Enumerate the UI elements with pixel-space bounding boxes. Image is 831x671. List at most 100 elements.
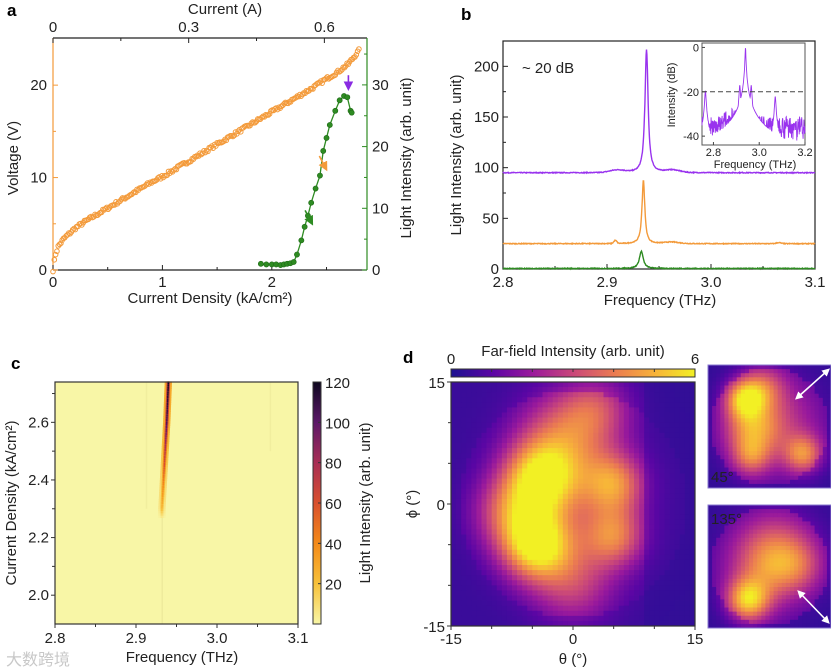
heatmap-cell — [532, 432, 538, 439]
heatmap-cell — [634, 493, 640, 500]
heatmap-cell — [583, 534, 589, 540]
heatmap-cell — [708, 397, 713, 403]
heatmap-cell — [552, 534, 559, 540]
heatmap-cell — [728, 611, 733, 617]
heatmap-cell — [512, 524, 518, 530]
heatmap-cell — [451, 402, 457, 408]
heatmap-cell — [583, 498, 589, 505]
heatmap-cell — [486, 432, 493, 439]
heatmap-cell — [608, 437, 615, 444]
heatmap-cell — [736, 607, 742, 612]
heatmap-cell — [724, 369, 729, 374]
heatmap-cell — [802, 459, 807, 464]
heatmap-cell — [613, 437, 620, 444]
heatmap-cell — [481, 544, 487, 551]
colorbar-tick-label: 120 — [325, 375, 350, 392]
heatmap-cell — [471, 498, 477, 505]
heatmap-cell — [736, 505, 742, 510]
heatmap-cell — [481, 565, 487, 571]
heatmap-cell — [491, 488, 498, 495]
heatmap-cell — [628, 595, 635, 601]
heatmap-cell — [537, 427, 543, 434]
heatmap-cell — [522, 504, 528, 510]
heatmap-cell — [552, 610, 559, 617]
heatmap-cell — [753, 438, 758, 444]
heatmap-cell — [562, 615, 569, 622]
heatmap-cell — [527, 468, 533, 474]
heatmap-cell — [649, 519, 655, 525]
heatmap-cell — [749, 397, 754, 403]
heatmap-cell — [522, 392, 528, 398]
heatmap-cell — [716, 447, 721, 452]
voltage-point — [144, 180, 151, 186]
heatmap-cell — [728, 442, 733, 448]
heatmap-cell — [806, 623, 811, 629]
heatmap-cell — [578, 422, 584, 429]
heatmap-cell — [669, 407, 676, 413]
heatmap-cell — [161, 501, 163, 505]
heatmap-cell — [810, 582, 815, 588]
heatmap-cell — [777, 587, 783, 592]
heatmap-cell — [794, 426, 799, 431]
heatmap-cell — [644, 585, 650, 591]
heatmap-cell — [486, 392, 493, 398]
heatmap-cell — [649, 382, 655, 388]
heatmap-cell — [542, 448, 548, 454]
heatmap-cell — [679, 382, 686, 388]
heatmap-cell — [634, 437, 640, 444]
heatmap-cell — [659, 412, 665, 418]
heatmap-cell — [674, 595, 681, 601]
heatmap-cell — [818, 475, 824, 481]
heatmap-cell — [669, 382, 676, 388]
heatmap-cell — [613, 580, 620, 586]
heatmap-cell — [720, 578, 725, 584]
heatmap-cell — [790, 607, 795, 612]
heatmap-cell — [476, 392, 482, 398]
x-tick-label: 15 — [687, 631, 704, 648]
heatmap-cell — [501, 605, 508, 612]
heatmap-cell — [765, 550, 770, 555]
heatmap-cell — [785, 377, 791, 382]
heatmap-cell — [689, 610, 696, 617]
heatmap-cell — [794, 422, 799, 427]
heatmap-cell — [512, 407, 518, 413]
heatmap-cell — [552, 448, 559, 454]
heatmap-cell — [537, 605, 543, 612]
heatmap-cell — [527, 397, 533, 403]
heatmap-cell — [785, 611, 791, 617]
heatmap-cell — [814, 434, 820, 440]
heatmap-cell — [451, 595, 457, 601]
heatmap-cell — [814, 483, 820, 489]
heatmap-cell — [757, 381, 762, 386]
heatmap-cell — [573, 397, 579, 403]
heatmap-cell — [603, 590, 609, 596]
heatmap-cell — [588, 458, 594, 464]
heatmap-cell — [790, 463, 795, 468]
heatmap-cell — [603, 605, 609, 612]
heatmap-cell — [773, 471, 779, 477]
heatmap-cell — [814, 389, 820, 395]
heatmap-cell — [806, 393, 811, 399]
heatmap-cell — [567, 387, 574, 393]
heatmap-cell — [684, 570, 691, 576]
heatmap-cell — [769, 430, 774, 436]
heatmap-cell — [522, 580, 528, 586]
heatmap-cell — [802, 574, 807, 580]
heatmap-cell — [814, 467, 820, 472]
heatmap-cell — [628, 559, 635, 566]
light-point — [298, 237, 305, 244]
heatmap-cell — [578, 427, 584, 434]
heatmap-cell — [527, 453, 533, 459]
heatmap-cell — [806, 562, 811, 567]
heatmap-cell — [644, 620, 650, 627]
heatmap-cell — [826, 397, 831, 403]
heatmap-cell — [744, 377, 750, 382]
heatmap-cell — [659, 554, 665, 561]
heatmap-cell — [537, 590, 543, 596]
heatmap-cell — [628, 488, 635, 495]
heatmap-cell — [598, 620, 604, 627]
heatmap-cell — [512, 575, 518, 581]
heatmap-cell — [669, 600, 676, 607]
heatmap-cell — [790, 471, 795, 477]
heatmap-cell — [761, 483, 766, 489]
